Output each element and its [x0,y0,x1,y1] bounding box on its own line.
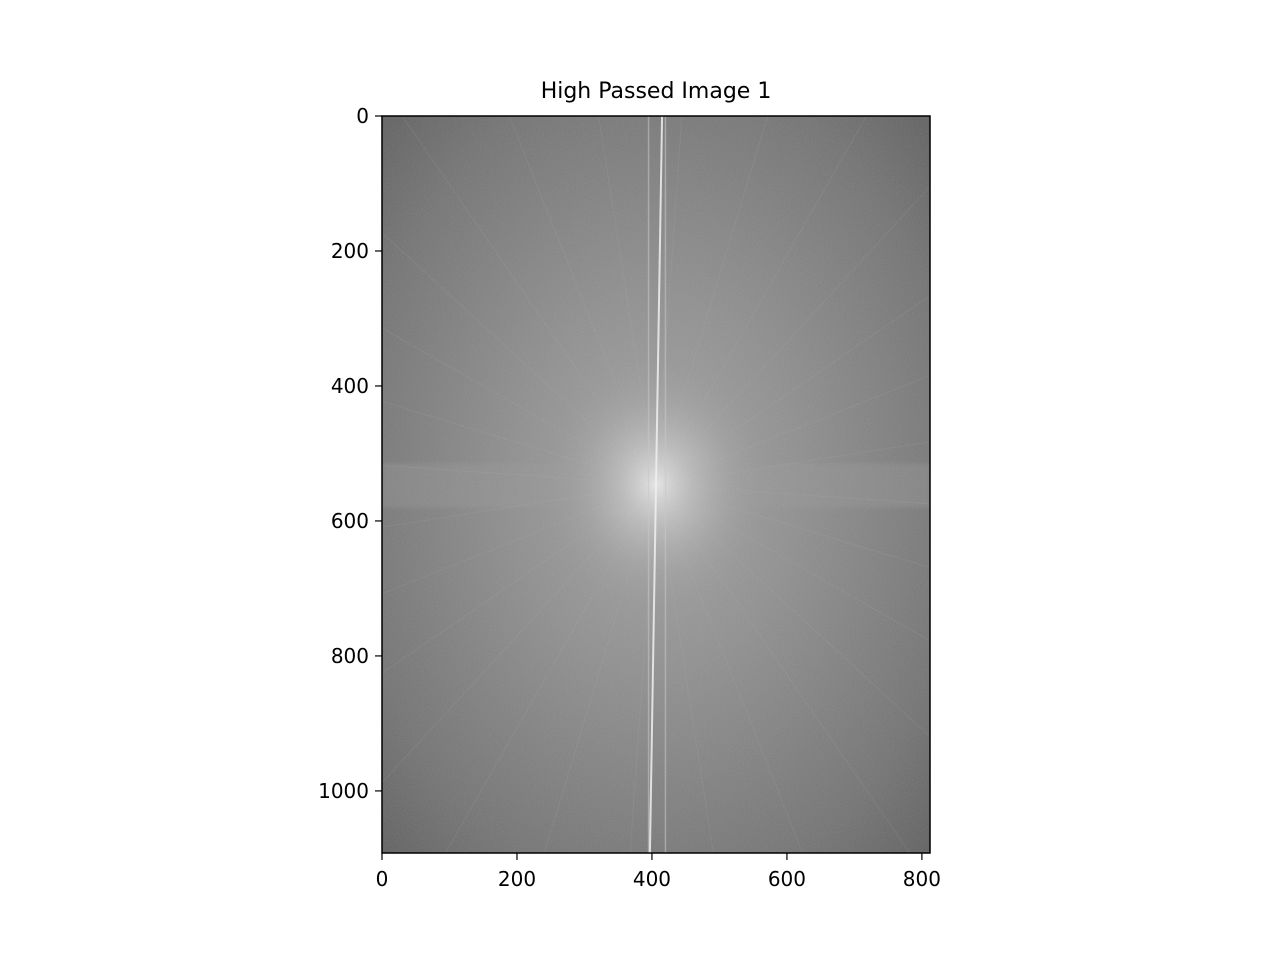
x-axis-ticks: 0 200 400 600 800 [376,853,941,891]
x-tick-label: 400 [633,867,671,891]
bright-streak [648,116,664,853]
y-axis-ticks: 0 200 400 600 800 1000 [318,104,382,803]
y-tick-label: 0 [356,104,369,128]
x-tick-label: 600 [768,867,806,891]
y-tick-label: 400 [331,374,369,398]
x-tick-label: 200 [498,867,536,891]
x-tick-label: 800 [903,867,941,891]
y-tick-label: 1000 [318,779,369,803]
x-tick-label: 0 [376,867,389,891]
y-tick-label: 800 [331,644,369,668]
spectrum-image [382,116,930,853]
y-tick-label: 200 [331,239,369,263]
plot-axes [381,115,931,854]
plot-frame [381,115,931,854]
y-tick-label: 600 [331,509,369,533]
chart-title: High Passed Image 1 [541,79,772,104]
